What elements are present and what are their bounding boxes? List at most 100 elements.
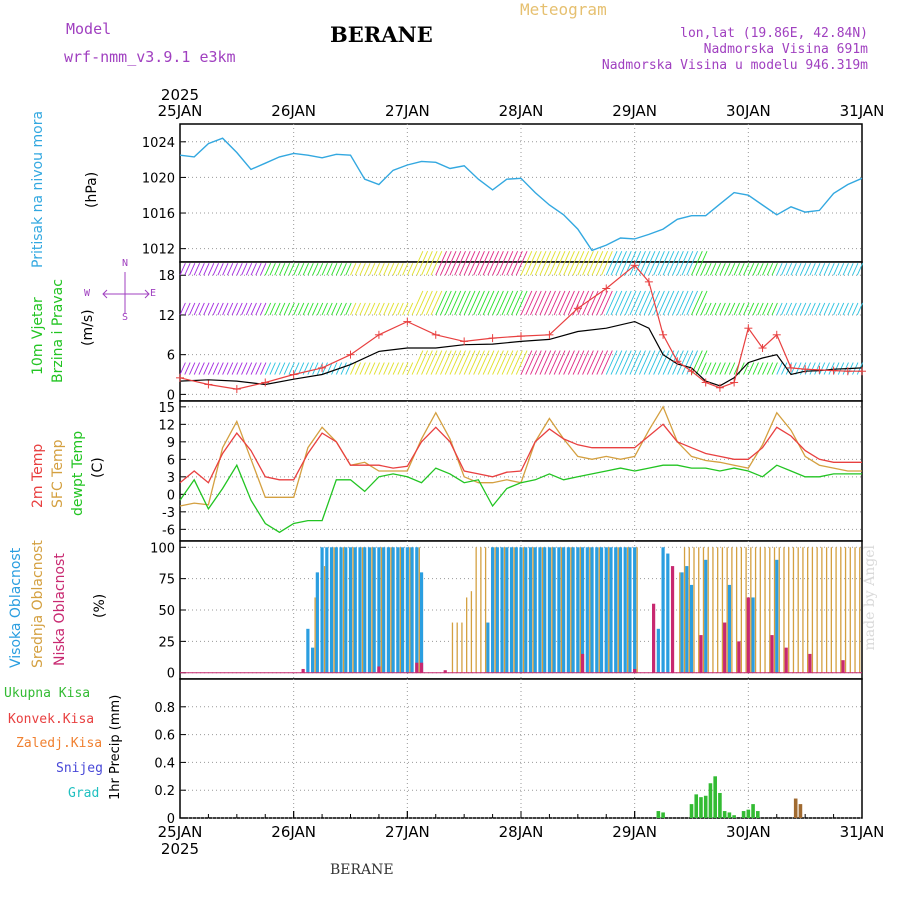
top-day-label: 30JAN <box>726 102 771 120</box>
low-cloud-bar <box>419 662 424 673</box>
wind-barb <box>842 263 849 276</box>
wind-barb <box>373 302 380 316</box>
temp-ytick-label: 9 <box>167 436 175 451</box>
wind-barb <box>686 290 698 316</box>
wind-barb <box>714 362 721 375</box>
wind-barb <box>250 263 257 276</box>
wind-barb <box>378 263 385 276</box>
wind-barb <box>373 362 380 375</box>
high-cloud-bar <box>367 547 372 673</box>
wind-barb <box>771 302 778 316</box>
wind-barb <box>184 302 191 316</box>
wind-barb <box>643 350 656 375</box>
wind-barb <box>369 362 376 375</box>
high-cloud-bar <box>623 547 627 673</box>
low-cloud-bar <box>784 647 788 673</box>
temp-ytick-label: 6 <box>167 453 175 468</box>
wind-barb <box>525 290 537 316</box>
wind-barb <box>321 362 328 375</box>
high-cloud-bar <box>552 547 556 673</box>
wind-barb <box>473 251 485 276</box>
wind-barb <box>515 290 528 316</box>
low-cloud-bar <box>415 662 419 673</box>
wind-barb <box>695 350 708 375</box>
wind-barb <box>316 302 324 316</box>
wind-barb <box>269 362 276 375</box>
footer-station: BERANE <box>330 862 394 878</box>
bottom-day-label: 27JAN <box>385 823 430 841</box>
precip-total-label: Ukupna Kisa <box>4 686 91 701</box>
wind-barb <box>387 263 395 276</box>
temp-ytick-label: -3 <box>162 506 175 521</box>
wind-barb <box>198 362 205 375</box>
high-cloud-bar <box>405 547 409 673</box>
wind-barb <box>203 302 210 316</box>
wind-barb <box>596 350 608 375</box>
wind-barb <box>672 251 684 276</box>
wind-barb <box>231 263 238 276</box>
high-cloud-bar <box>363 547 367 673</box>
wind-barb <box>184 263 191 276</box>
wind-barb <box>728 302 736 316</box>
precip-total-bar <box>703 795 708 818</box>
wind-barb <box>487 290 500 316</box>
station-title: BERANE <box>330 22 433 47</box>
high-cloud-bar <box>685 566 689 673</box>
wind-barb <box>359 302 366 316</box>
top-year-label: 2025 <box>161 86 199 104</box>
top-day-label: 25JAN <box>158 102 203 120</box>
wind-barb <box>482 290 495 316</box>
high-cloud-bar <box>325 547 329 673</box>
wind-barb <box>757 302 764 316</box>
wind-barb <box>837 302 845 316</box>
wind-barb <box>530 350 542 375</box>
wind-barb <box>605 350 618 375</box>
snow-label: Snijeg <box>56 761 103 776</box>
wind-barb <box>553 290 566 316</box>
wind-barb <box>269 302 276 316</box>
wind-ytick-label: 6 <box>167 349 175 364</box>
wind-barb <box>411 290 424 316</box>
wind-barb <box>250 362 257 375</box>
wind-barb <box>217 263 224 276</box>
precip-total-bar <box>756 811 760 818</box>
wind-barb <box>553 350 566 375</box>
wind-barb <box>264 263 272 276</box>
wind-barb <box>496 350 509 375</box>
wind-barb <box>762 362 769 375</box>
high-cloud-bar <box>557 547 561 673</box>
wind-barb <box>567 251 580 276</box>
temp-ytick-label: 3 <box>167 471 175 486</box>
wind-barb <box>260 302 267 316</box>
high-cloud-bar <box>656 628 660 673</box>
high-cloud-bar <box>590 547 594 673</box>
wind-barb <box>402 302 409 316</box>
precip-total-bar <box>732 815 736 818</box>
wind-barbs <box>179 251 864 375</box>
wind-barb <box>189 302 196 316</box>
wind-barb <box>691 251 703 276</box>
wind-barb <box>312 362 319 375</box>
wind-barb <box>406 362 414 375</box>
high-cloud-bar <box>562 547 566 673</box>
high-cloud-bar <box>334 547 338 673</box>
wind-barb <box>667 290 680 316</box>
wind-barb <box>269 263 276 276</box>
wind-barb <box>511 350 523 375</box>
precip-ytick-label: 0.8 <box>154 701 175 716</box>
t2m-line <box>179 423 862 484</box>
wind-barb <box>856 263 864 276</box>
wind-barb <box>217 302 224 316</box>
wind-barb <box>425 290 438 316</box>
wind-barb <box>719 263 726 276</box>
wind-barb <box>601 350 613 375</box>
wind-barb <box>297 362 305 375</box>
wind-barb <box>629 290 642 316</box>
model-name: wrf-nmm_v3.9.1 e3km <box>64 48 236 66</box>
wind-barb <box>752 302 759 316</box>
wind-barb <box>558 290 571 316</box>
wind-barb <box>544 350 556 375</box>
wind-barb <box>549 290 561 316</box>
high-cloud-bar <box>727 584 731 673</box>
wind-barb <box>482 350 495 375</box>
